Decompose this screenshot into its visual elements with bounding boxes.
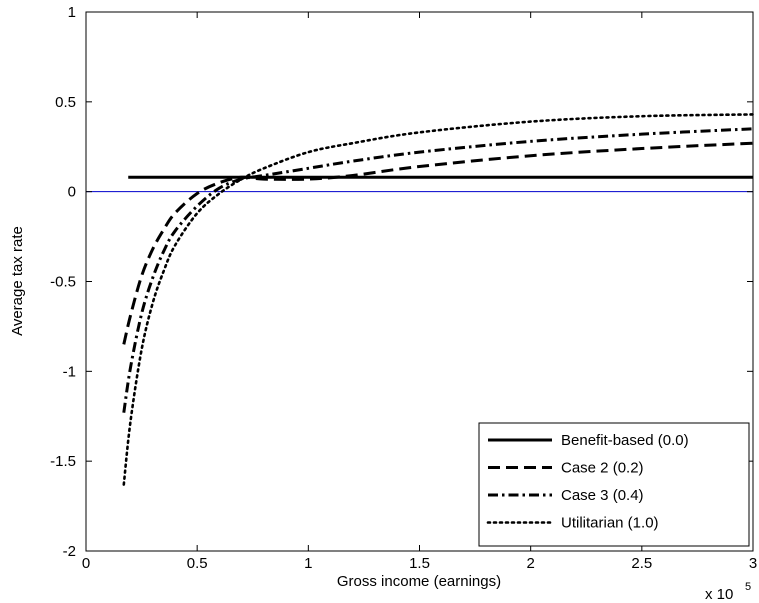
y-tick-label: 0 xyxy=(68,184,76,201)
series-line-2 xyxy=(122,141,754,345)
x-exponent-power: 5 xyxy=(745,581,751,593)
x-exponent-label: x 10 xyxy=(705,586,733,603)
legend-box xyxy=(478,422,750,547)
legend-label-3: Case 3 (0.4) xyxy=(561,487,644,504)
legend-label-4: Utilitarian (1.0) xyxy=(561,515,659,532)
y-tick-label: -2 xyxy=(63,543,76,560)
x-tick-label: 3 xyxy=(749,555,757,572)
x-tick-label: 2 xyxy=(526,555,534,572)
x-axis-label: Gross income (earnings) xyxy=(337,573,501,590)
y-axis-label: Average tax rate xyxy=(9,226,26,336)
series-layer xyxy=(122,113,755,486)
y-tick-label: 1 xyxy=(68,4,76,21)
x-tick-label: 0.5 xyxy=(187,555,208,572)
y-tick-label: -0.5 xyxy=(50,274,76,291)
x-tick-label: 0 xyxy=(82,555,90,572)
legend-label-1: Benefit-based (0.0) xyxy=(561,432,689,449)
y-tick-label: 0.5 xyxy=(55,94,76,111)
series-line-4 xyxy=(122,113,755,486)
legend: Benefit-based (0.0) Case 2 (0.2) Case 3 (0… xyxy=(478,422,750,547)
x-tick-label: 1.5 xyxy=(409,555,430,572)
ticks-layer: 0 0.5 1 1.5 2 2.5 3 -2 -1.5 -1 -0.5 0 0.5 1 xyxy=(50,4,757,572)
legend-label-2: Case 2 (0.2) xyxy=(561,460,644,477)
y-tick-label: -1.5 xyxy=(50,453,76,470)
y-tick-label: -1 xyxy=(63,363,76,380)
x-tick-label: 2.5 xyxy=(631,555,652,572)
x-tick-label: 1 xyxy=(304,555,312,572)
